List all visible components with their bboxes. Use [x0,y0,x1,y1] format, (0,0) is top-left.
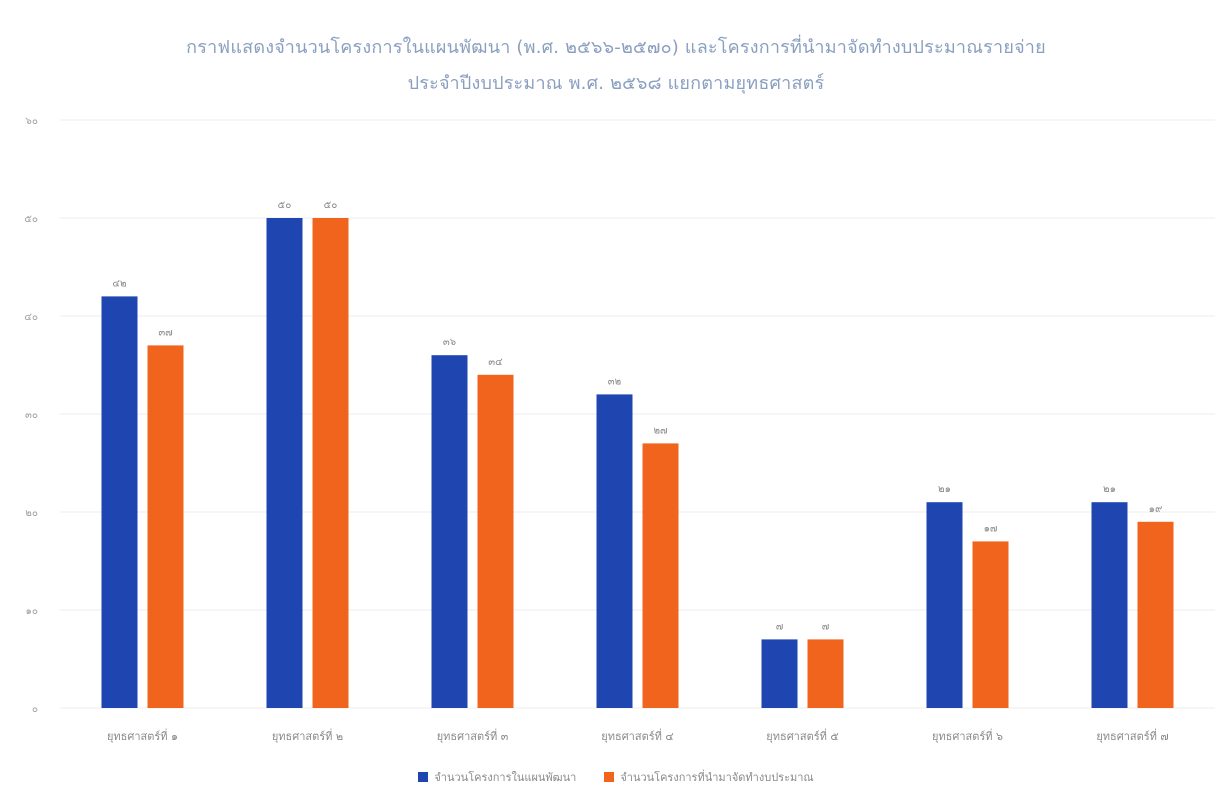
bar-series-2[interactable] [147,345,184,708]
y-tick-label: ๒๐ [25,508,38,519]
data-label: ๓๗ [158,327,172,338]
bar-series-1[interactable] [431,355,468,708]
data-label: ๑๙ [1149,504,1163,515]
y-tick-label: ๑๐ [26,606,38,617]
data-label: ๑๗ [984,523,998,534]
bar-series-2[interactable] [972,541,1009,708]
bar-series-1[interactable] [926,502,963,708]
x-tick-label: ยุทธศาสตร์ที่ ๒ [272,728,343,743]
data-label: ๒๑ [938,484,951,495]
x-tick-label: ยุทธศาสตร์ที่ ๗ [1096,728,1168,743]
data-label: ๒๗ [653,425,667,436]
bar-series-1[interactable] [1091,502,1128,708]
data-label: ๓๔ [488,357,503,368]
x-tick-label: ยุทธศาสตร์ที่ ๔ [601,728,673,743]
bar-series-2[interactable] [807,639,844,708]
x-axis: ยุทธศาสตร์ที่ ๑ ยุทธศาสตร์ที่ ๒ ยุทธศาสตร์… [107,728,1169,743]
bar-series-1[interactable] [266,218,303,708]
x-tick-label: ยุทธศาสตร์ที่ ๖ [932,728,1003,743]
bar-series-2[interactable] [477,374,514,708]
data-label: ๓๖ [443,337,456,348]
bar-series-1[interactable] [101,296,138,708]
data-label: ๗ [776,621,784,632]
data-label: ๓๒ [608,376,621,387]
legend-item-series-2[interactable]: จำนวนโครงการที่นำมาจัดทำงบประมาณ [604,768,814,786]
bar-series-1[interactable] [596,394,633,708]
x-tick-label: ยุทธศาสตร์ที่ ๑ [107,728,178,743]
bar-series-2[interactable] [642,443,679,708]
legend-swatch-series-2 [604,772,615,782]
legend-label-series-1: จำนวนโครงการในแผนพัฒนา [434,771,577,784]
y-tick-label: ๖๐ [26,116,38,127]
bar-series-2[interactable] [312,218,349,708]
x-tick-label: ยุทธศาสตร์ที่ ๓ [437,728,509,743]
y-tick-label: ๓๐ [25,410,38,421]
y-tick-label: ๐ [32,704,38,715]
y-tick-label: ๔๐ [24,312,38,323]
chart-subtitle: ประจำปีงบประมาณ พ.ศ. ๒๕๖๘ แยกตามยุทธศาสต… [407,73,825,94]
legend-swatch-series-1 [418,772,429,782]
legend: จำนวนโครงการในแผนพัฒนา จำนวนโครงการที่นำ… [0,768,1232,786]
y-axis: ๐ ๑๐ ๒๐ ๓๐ ๔๐ ๕๐ ๖๐ [24,116,38,715]
bar-series-2[interactable] [1137,521,1174,708]
data-label: ๗ [822,621,830,632]
legend-label-series-2: จำนวนโครงการที่นำมาจัดทำงบประมาณ [620,771,814,784]
gridlines [60,119,1215,709]
data-label: ๒๑ [1103,484,1116,495]
bar-series-1[interactable] [761,639,798,708]
y-tick-label: ๕๐ [24,214,38,225]
data-label: ๕๐ [324,200,338,211]
data-label: ๔๒ [112,278,126,289]
data-label: ๕๐ [278,200,292,211]
legend-item-series-1[interactable]: จำนวนโครงการในแผนพัฒนา [418,768,576,786]
x-tick-label: ยุทธศาสตร์ที่ ๕ [766,728,838,743]
chart-title: กราฟแสดงจำนวนโครงการในแผนพัฒนา (พ.ศ. ๒๕๖… [186,37,1046,58]
